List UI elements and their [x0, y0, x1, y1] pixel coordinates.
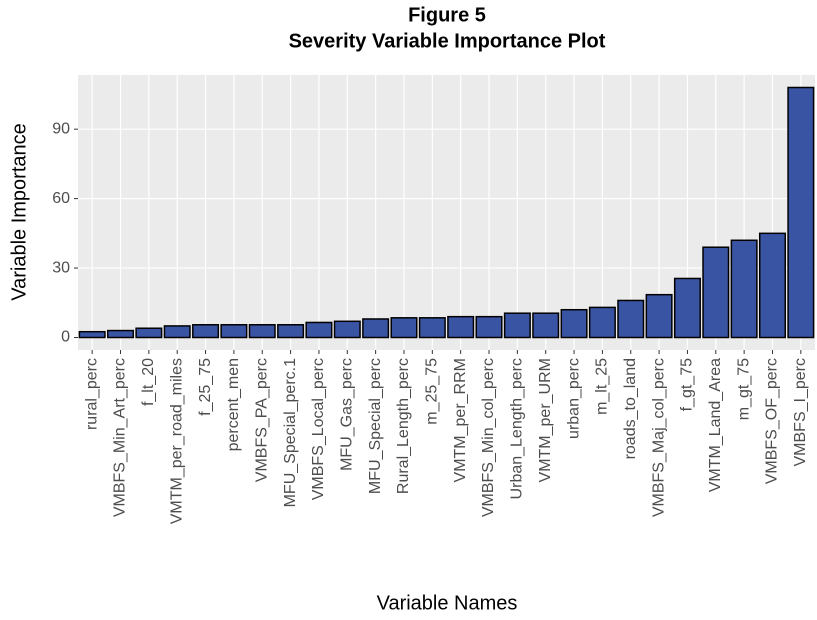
bar [447, 315, 475, 339]
x-tick-label: VMTM_Land_Area [707, 358, 724, 492]
x-tick-label: percent_men [225, 358, 242, 451]
bar [390, 317, 418, 339]
x-tick-label: m_lt_25 [594, 358, 611, 415]
bar [418, 317, 446, 339]
x-tick-label: m_25_75 [424, 358, 441, 425]
bar [588, 306, 616, 339]
bar [560, 308, 588, 339]
x-tick-label: Rural_Length_perc [395, 358, 412, 494]
x-tick-label: MFU_Special_perc.1 [282, 358, 299, 508]
x-tick-label: MFU_Special_perc [367, 358, 384, 494]
bar [702, 246, 730, 339]
bar [645, 293, 673, 339]
bar [220, 324, 248, 339]
y-tick-label: 60 [52, 190, 70, 207]
bar [503, 312, 531, 339]
x-tick-label: VMBFS_Min_Art_perc [112, 358, 129, 517]
x-tick-label: VMTM_per_RRM [452, 358, 469, 482]
bar [475, 315, 503, 339]
bar [362, 318, 390, 339]
bar [107, 329, 135, 339]
x-tick-label: VMBFS_PA_perc [253, 358, 270, 482]
x-tick-label: VMTM_per_URM [537, 358, 554, 482]
y-tick-label: 0 [61, 329, 70, 346]
x-tick-label: f_lt_20 [140, 358, 157, 406]
bar [532, 312, 560, 339]
x-tick-label: f_gt_75 [679, 358, 696, 411]
x-tick-label: Urban_Length_perc [509, 358, 526, 499]
x-tick-label: urban_perc [565, 358, 582, 439]
bar [617, 299, 645, 339]
x-tick-label: VMBFS_OF_perc [764, 358, 781, 484]
bar [135, 327, 163, 339]
x-tick-label: m_gt_75 [735, 358, 752, 420]
x-tick-label: rural_perc [83, 358, 100, 430]
chart-title: Figure 5 [408, 4, 486, 26]
bar [192, 324, 220, 339]
y-tick-label: 30 [52, 259, 70, 276]
x-tick-label: MFU_Gas_perc [339, 358, 356, 471]
x-tick-label: f_25_75 [197, 358, 214, 416]
y-tick-label: 90 [52, 120, 70, 137]
bar [758, 232, 786, 339]
bar [730, 239, 758, 339]
bar [248, 324, 276, 339]
bar [305, 321, 333, 339]
x-axis-title: Variable Names [377, 592, 518, 614]
bar [78, 330, 106, 339]
bar [163, 325, 191, 339]
x-tick-label: VMTM_per_road_miles [168, 358, 185, 524]
bar [277, 324, 305, 339]
y-axis-title: Variable Importance [8, 123, 30, 301]
bar [673, 277, 701, 339]
x-tick-label: VMBFS_Min_col_perc [480, 358, 497, 517]
x-tick-label: roads_to_land [622, 358, 639, 459]
bar [787, 86, 815, 339]
x-tick-label: VMBFS_Local_perc [310, 358, 327, 500]
chart-subtitle: Severity Variable Importance Plot [289, 30, 606, 52]
x-tick-label: VMBFS_I_perc [792, 358, 809, 466]
bar [333, 320, 361, 339]
x-tick-label: VMBFS_Maj_col_perc [650, 358, 667, 517]
